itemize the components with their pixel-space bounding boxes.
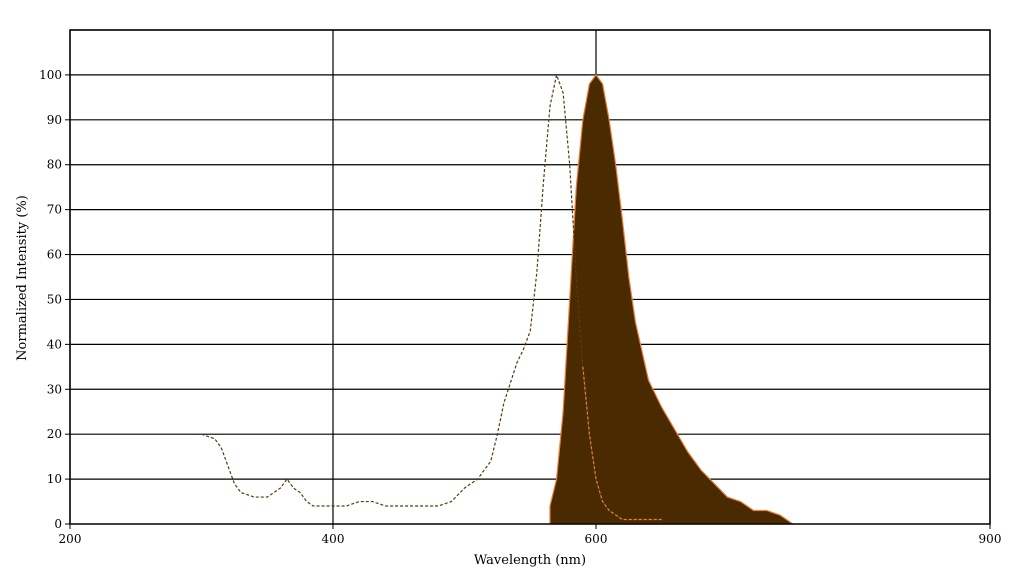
y-tick-label-100: 100 (39, 68, 62, 82)
y-tick-label-20: 20 (47, 427, 62, 441)
y-tick-label-30: 30 (47, 382, 62, 396)
y-tick-label-80: 80 (47, 158, 62, 172)
x-tick-label-200: 200 (59, 532, 82, 546)
grid (69, 29, 991, 524)
y-tick-label-10: 10 (47, 472, 62, 486)
plot-frame (69, 29, 991, 525)
x-axis-title: Wavelength (nm) (474, 553, 586, 568)
emission-area (549, 73, 795, 525)
y-tick-label-70: 70 (47, 203, 62, 217)
y-tick-label-0: 0 (54, 517, 62, 531)
excitation-line-tail (582, 366, 662, 521)
series-layer (201, 72, 795, 525)
y-tick-label-90: 90 (47, 113, 62, 127)
y-tick-label-50: 50 (47, 292, 62, 306)
x-tick-label-400: 400 (322, 532, 345, 546)
excitation-line (201, 72, 662, 521)
y-tick-label-60: 60 (47, 248, 62, 262)
y-axis-title: Normalized Intensity (%) (15, 195, 30, 361)
x-tick-label-900: 900 (979, 532, 1002, 546)
y-tick-label-40: 40 (47, 337, 62, 351)
x-tick-label-600: 600 (585, 532, 608, 546)
tick-labels: 200 400 600 900 0 10 20 30 40 50 60 70 80 90 100 (39, 68, 1001, 546)
